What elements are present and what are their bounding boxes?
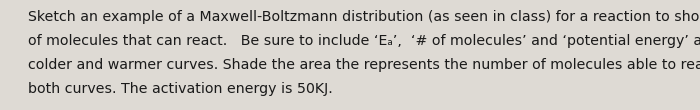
Text: both curves. The activation energy is 50KJ.: both curves. The activation energy is 50… bbox=[28, 82, 332, 96]
Text: Sketch an example of a Maxwell-Boltzmann distribution (as seen in class) for a r: Sketch an example of a Maxwell-Boltzmann… bbox=[28, 10, 700, 24]
Text: of molecules that can react.   Be sure to include ‘Eₐ’,  ‘# of molecules’ and ‘p: of molecules that can react. Be sure to … bbox=[28, 34, 700, 48]
Text: colder and warmer curves. Shade the area the represents the number of molecules : colder and warmer curves. Shade the area… bbox=[28, 58, 700, 72]
